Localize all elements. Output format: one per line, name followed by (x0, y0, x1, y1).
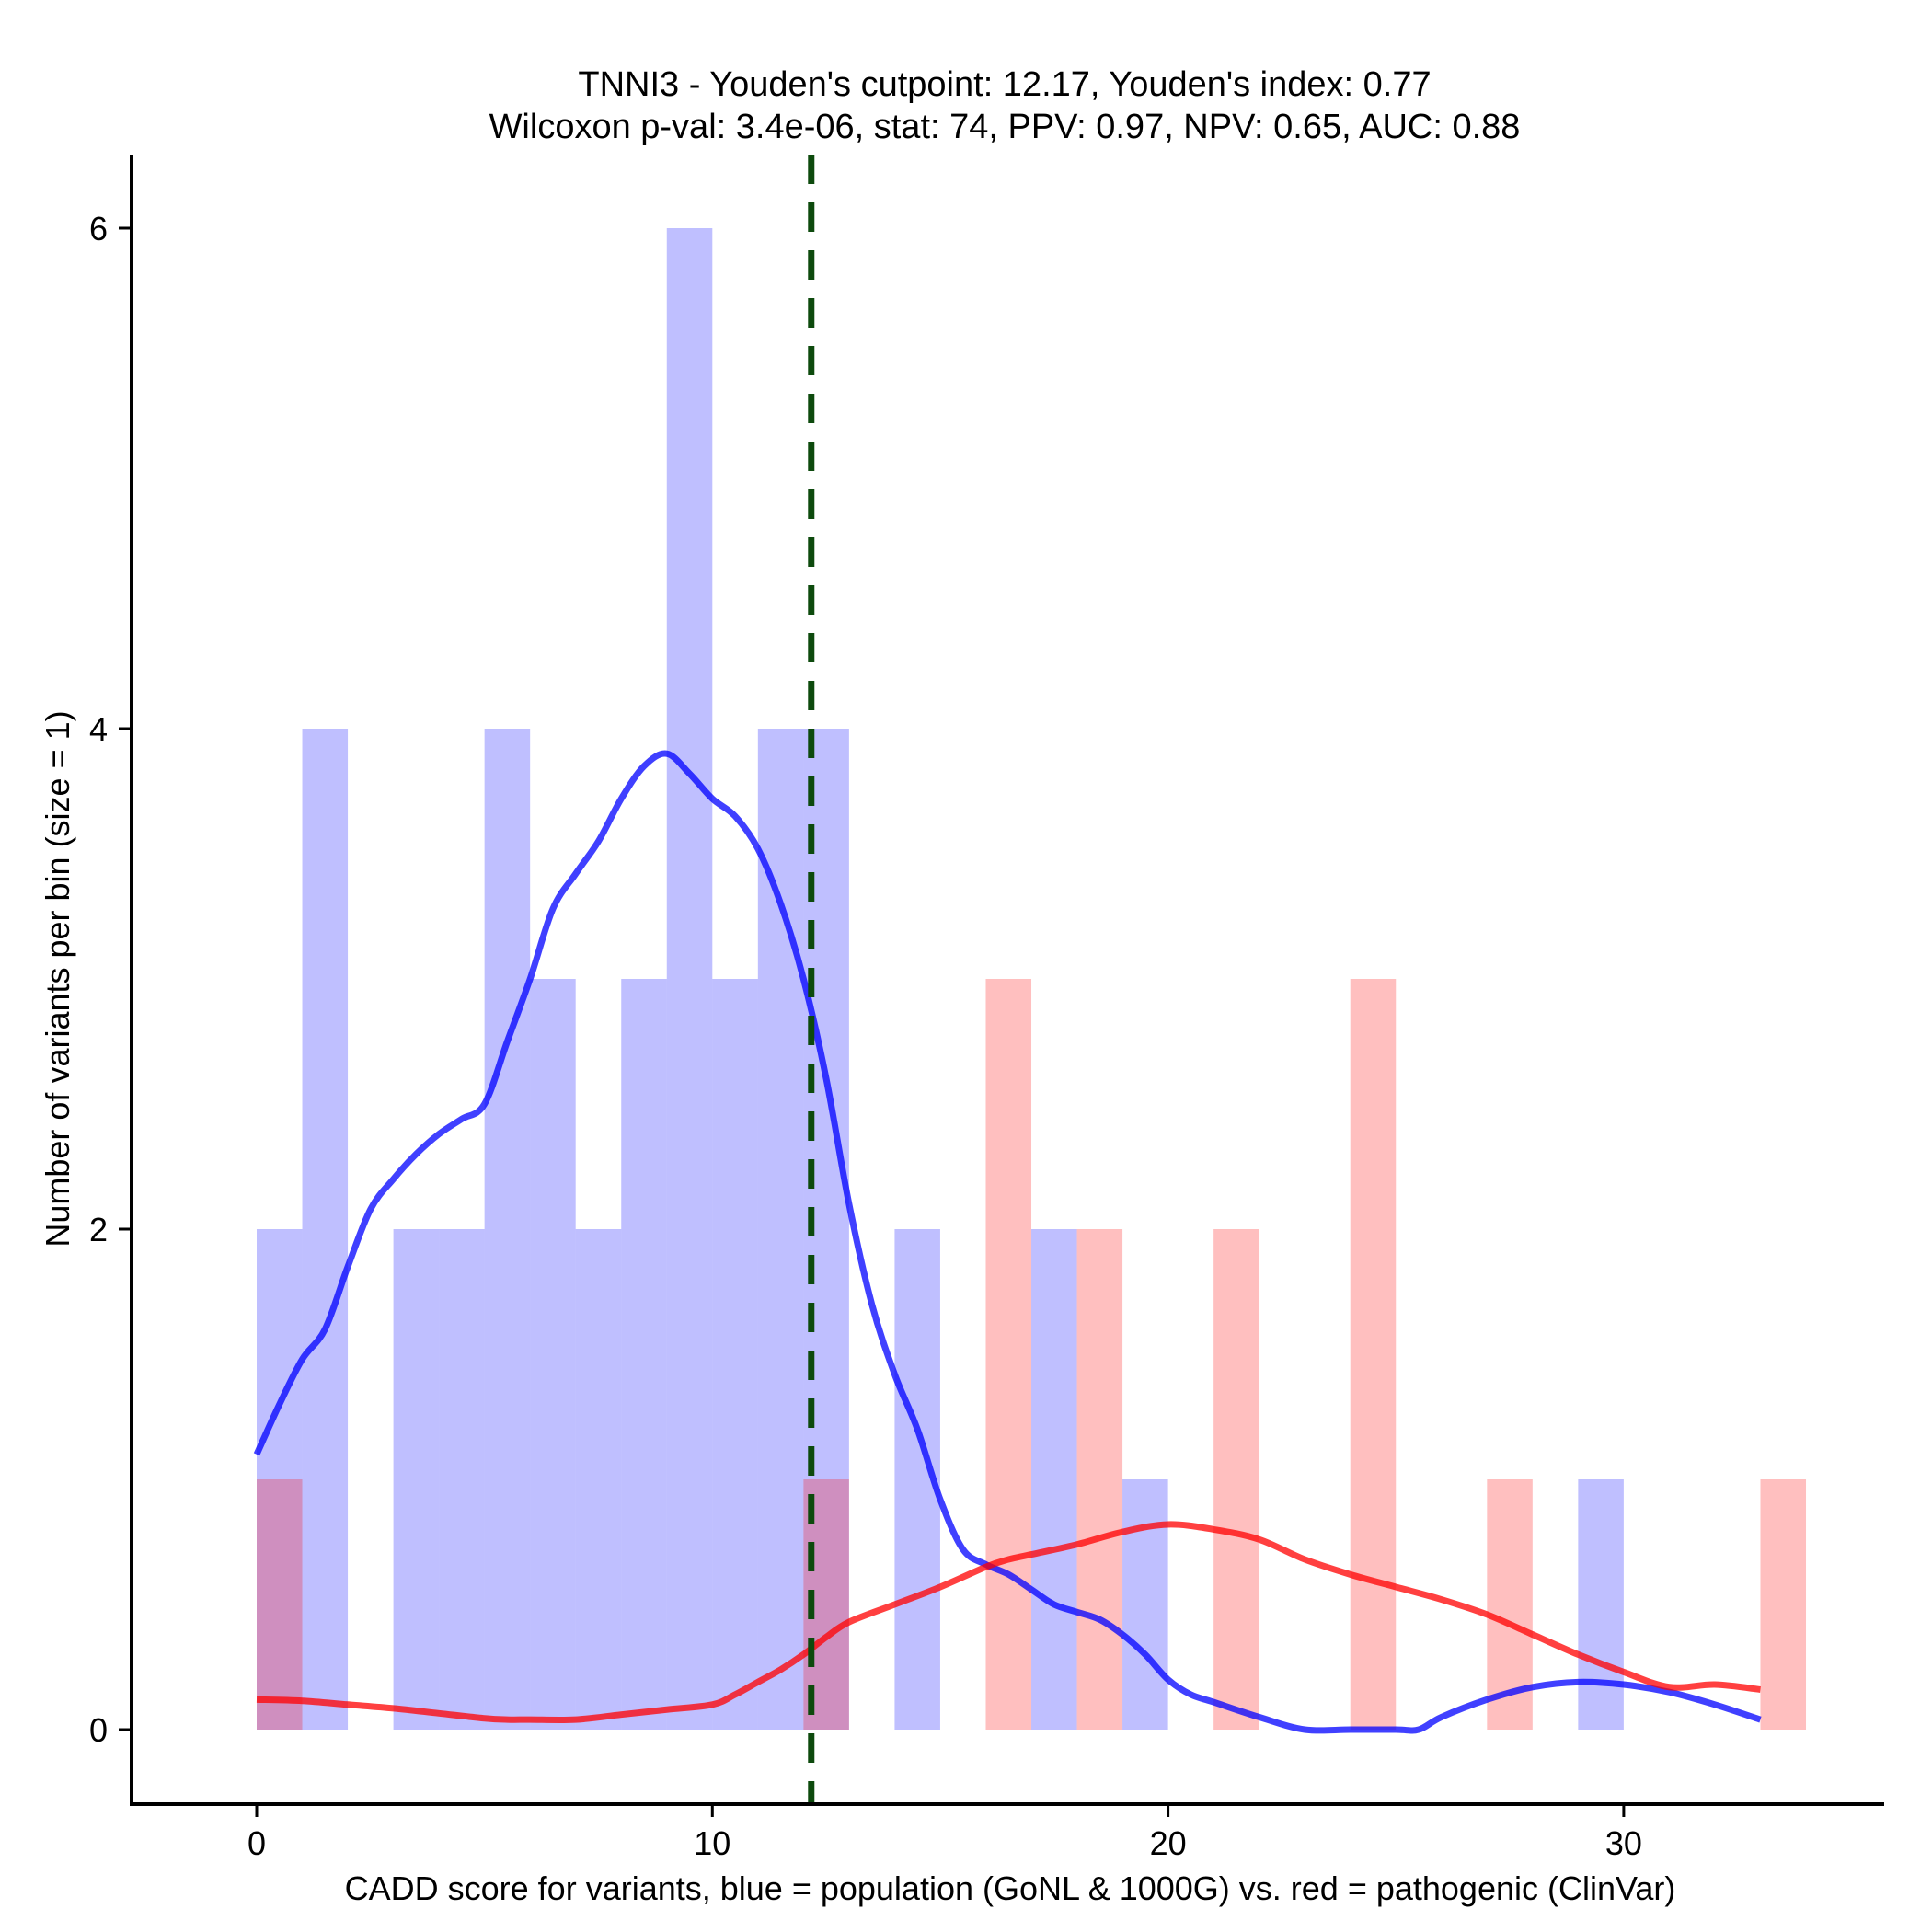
chart-subtitle: Wilcoxon p-val: 3.4e-06, stat: 74, PPV: … (489, 108, 1521, 146)
x-tick-label: 30 (1605, 1824, 1642, 1862)
pathogenic-histogram-bar (1760, 1479, 1807, 1730)
pathogenic-histogram-bar (1076, 1229, 1123, 1730)
population-histogram-bar (621, 979, 667, 1730)
population-histogram-bar (1031, 1229, 1077, 1730)
population-histogram-bar (1578, 1479, 1624, 1730)
population-density-line (253, 750, 1762, 1734)
x-tick-label: 10 (694, 1824, 730, 1862)
x-axis-label: CADD score for variants, blue = populati… (345, 1869, 1676, 1907)
population-histogram-bar (666, 228, 713, 1730)
y-tick-label: 4 (89, 710, 108, 748)
population-histogram-bar (302, 729, 349, 1730)
density-layer (253, 750, 1762, 1734)
population-histogram-bar (712, 979, 758, 1730)
chart-title: TNNI3 - Youden's cutpoint: 12.17, Youden… (578, 65, 1431, 104)
y-axis-label: Number of variants per bin (size = 1) (39, 710, 76, 1247)
bars-layer (257, 228, 1807, 1730)
x-tick-label: 0 (247, 1824, 266, 1862)
y-tick-label: 0 (89, 1711, 108, 1749)
pathogenic-histogram-bar (985, 979, 1032, 1730)
population-histogram-bar (530, 979, 576, 1730)
axes-layer: 0 10 20 30 0 2 4 6 (89, 155, 1884, 1862)
pathogenic-histogram-bar (1213, 1229, 1259, 1730)
pathogenic-density-line (256, 1521, 1761, 1724)
pathogenic-histogram-bar (1350, 979, 1397, 1730)
population-histogram-bar (757, 729, 804, 1730)
population-histogram-bar (257, 1229, 303, 1730)
population-histogram-bar (484, 729, 531, 1730)
y-tick-label: 2 (89, 1211, 108, 1248)
y-tick-label: 6 (89, 210, 108, 247)
x-tick-label: 20 (1150, 1824, 1187, 1862)
population-histogram-bar (439, 1229, 485, 1730)
population-histogram-bar (1122, 1479, 1168, 1730)
population-histogram-bar (575, 1229, 622, 1730)
pathogenic-histogram-bar (257, 1479, 303, 1730)
population-histogram-bar (393, 1229, 440, 1730)
